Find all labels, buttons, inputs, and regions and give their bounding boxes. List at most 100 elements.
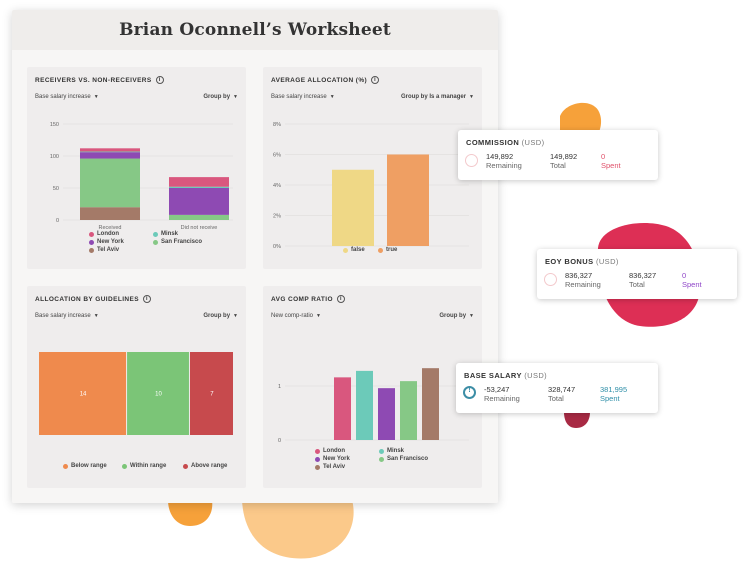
card-title: EOY BONUS (USD): [545, 257, 619, 266]
receivers-panel: RECEIVERS VS. NON-RECEIVERS i Base salar…: [27, 67, 246, 269]
info-icon[interactable]: i: [371, 76, 380, 84]
blob-orange-top: [560, 102, 602, 138]
commission-card[interactable]: COMMISSION (USD) 149,892 Remaining 149,89…: [458, 130, 658, 180]
legend-swatch: [379, 456, 384, 462]
guidelines-filter-dropdown[interactable]: Base salary increase ▼: [35, 313, 99, 319]
comp-ratio-filter-dropdown[interactable]: New comp-ratio ▼: [271, 313, 321, 319]
avg-allocation-panel: AVERAGE ALLOCATION (%) i Base salary inc…: [263, 67, 482, 269]
legend-swatch: [63, 463, 68, 469]
chevron-down-icon: ▼: [233, 313, 238, 319]
total-label: Total: [550, 161, 566, 170]
avg-allocation-title: AVERAGE ALLOCATION (%) i: [271, 76, 380, 84]
legend-swatch: [89, 239, 94, 245]
legend-swatch: [183, 463, 188, 469]
y-tick-label: 8%: [273, 122, 281, 128]
card-title: BASE SALARY (USD): [464, 371, 547, 380]
legend-swatch: [153, 231, 158, 237]
comp-ratio-filter-label: New comp-ratio: [271, 313, 314, 319]
legend-swatch: [315, 464, 320, 470]
y-tick-label: 6%: [273, 153, 281, 159]
total-metric: 836,327 Total: [629, 271, 656, 289]
avg-allocation-filter-dropdown[interactable]: Base salary increase ▼: [271, 94, 335, 100]
legend-item-minsk: Minsk: [153, 231, 178, 237]
legend-label: London: [97, 231, 119, 237]
spent-value: 0: [601, 152, 606, 161]
spent-metric: 381,995 Spent: [600, 385, 627, 403]
card-title-text: EOY BONUS: [545, 257, 594, 266]
legend-swatch: [89, 247, 94, 253]
receivers-chart: 150 100 50 0 Received Did not receive: [50, 122, 233, 231]
receivers-group-dropdown[interactable]: Group by ▼: [203, 94, 238, 100]
card-title: COMMISSION (USD): [466, 138, 545, 147]
worksheet-body: RECEIVERS VS. NON-RECEIVERS i Base salar…: [12, 50, 498, 503]
y-tick-label: 0: [278, 438, 281, 444]
total-value: 149,892: [550, 152, 578, 161]
legend-label: San Francisco: [387, 456, 429, 462]
legend-item-san-francisco: San Francisco: [379, 456, 428, 462]
receivers-filter-dropdown[interactable]: Base salary increase ▼: [35, 94, 99, 100]
guidelines-group-label: Group by: [203, 313, 231, 319]
comp-ratio-group-label: Group by: [439, 313, 467, 319]
card-unit: (USD): [521, 138, 545, 147]
bar-received-tel-aviv: [80, 207, 140, 220]
legend-label: San Francisco: [161, 239, 203, 245]
legend-swatch: [343, 247, 348, 253]
legend-label: Tel Aviv: [97, 247, 120, 253]
bar-new-york: [378, 388, 395, 440]
budget-ring-icon: [544, 273, 557, 286]
y-tick-label: 150: [50, 122, 59, 128]
legend-label: Within range: [130, 463, 167, 469]
guidelines-title-text: ALLOCATION BY GUIDELINES: [35, 295, 139, 303]
x-tick-label: Received: [99, 225, 122, 231]
y-tick-label: 50: [53, 186, 59, 192]
card-title-text: BASE SALARY: [464, 371, 522, 380]
bar-false: [332, 169, 374, 246]
legend-label: London: [323, 448, 345, 454]
legend-swatch: [153, 239, 158, 245]
avg-allocation-group-label: Group by Is a manager: [401, 94, 467, 100]
info-icon[interactable]: i: [142, 295, 151, 303]
comp-ratio-group-dropdown[interactable]: Group by ▼: [439, 313, 474, 319]
legend-swatch: [378, 247, 383, 253]
bar-did-not-receive-minsk: [169, 186, 229, 188]
spent-label: Spent: [601, 161, 621, 170]
card-title-text: COMMISSION: [466, 138, 520, 147]
receivers-title: RECEIVERS VS. NON-RECEIVERS i: [35, 76, 164, 84]
legend-item-true: true: [378, 247, 397, 253]
blob-peach: [242, 500, 354, 559]
bar-did-not-receive-new-york: [169, 188, 229, 215]
remaining-label: Remaining: [484, 394, 520, 403]
remaining-metric: -53,247 Remaining: [484, 385, 520, 403]
bar-received-san-francisco: [80, 158, 140, 208]
legend-swatch: [315, 456, 320, 462]
spent-value: 381,995: [600, 385, 628, 394]
comp-ratio-title: AVG COMP RATIO i: [271, 295, 345, 303]
legend-label: false: [351, 247, 365, 253]
chevron-down-icon: ▼: [93, 313, 99, 319]
spent-label: Spent: [600, 394, 620, 403]
info-icon[interactable]: i: [336, 295, 345, 303]
bar-london: [334, 377, 351, 440]
legend-label: New York: [323, 456, 350, 462]
total-label: Total: [548, 394, 564, 403]
avg-allocation-group-dropdown[interactable]: Group by Is a manager ▼: [401, 94, 474, 100]
legend-item-tel-aviv: Tel Aviv: [89, 247, 119, 253]
comp-ratio-panel: AVG COMP RATIO i New comp-ratio ▼ Group …: [263, 286, 482, 488]
legend-label: Tel Aviv: [323, 464, 346, 470]
legend-label: New York: [97, 239, 124, 245]
guidelines-chart: 14 10 7: [39, 352, 233, 435]
legend-item-tel-aviv: Tel Aviv: [315, 464, 345, 470]
guidelines-group-dropdown[interactable]: Group by ▼: [203, 313, 238, 319]
legend-item-san-francisco: San Francisco: [153, 239, 202, 245]
legend-item-false: false: [343, 247, 365, 253]
data-label: 14: [80, 392, 87, 398]
chevron-down-icon: ▼: [329, 94, 335, 100]
warning-ring-icon: [463, 386, 476, 399]
info-icon[interactable]: i: [155, 76, 164, 84]
remaining-value: 836,327: [565, 271, 593, 280]
x-tick-label: Did not receive: [181, 225, 218, 231]
eoy-bonus-card[interactable]: EOY BONUS (USD) 836,327 Remaining 836,327…: [537, 249, 737, 299]
bar-above-range: [189, 352, 233, 435]
avg-allocation-filter-label: Base salary increase: [271, 94, 327, 100]
